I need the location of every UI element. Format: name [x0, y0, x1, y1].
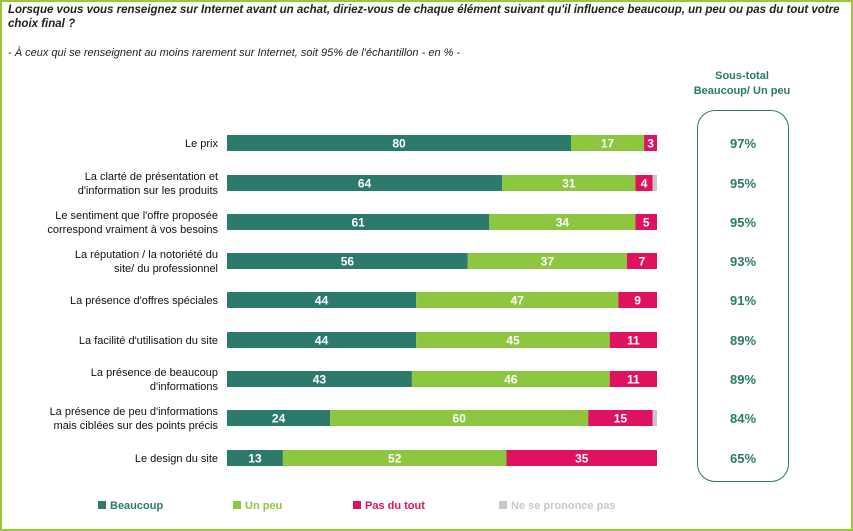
bar-segment-pas-du-tout — [618, 292, 657, 308]
data-label: 52 — [388, 452, 402, 466]
base-note: - À ceux qui se renseignent au moins rar… — [8, 47, 461, 59]
data-label: 5 — [643, 216, 650, 230]
data-label: 61 — [351, 216, 365, 230]
subtotal-box — [697, 110, 789, 482]
subtotal-header-line2: Beaucoup/ Un peu — [693, 85, 791, 97]
bar-segment-beaucoup — [227, 371, 412, 387]
data-label: 44 — [315, 334, 329, 348]
legend-label-un-peu: Un peu — [245, 500, 282, 512]
data-label: 45 — [506, 334, 520, 348]
subtotal-value: 84% — [730, 411, 756, 426]
category-label: La présence de peu d'informations mais ci… — [50, 406, 219, 432]
subtotal-header: Sous-total Beaucoup/ Un peu — [680, 69, 804, 99]
data-label: 24 — [272, 412, 286, 426]
bar-segment-ne-se-prononce-pas — [652, 175, 657, 191]
bar-segment-beaucoup — [227, 292, 417, 308]
data-label: 60 — [453, 412, 467, 426]
category-label: La présence de beaucoup d'informations — [91, 367, 219, 393]
subtotal-header-line1: Sous-total — [715, 70, 769, 82]
subtotal-value: 93% — [730, 254, 756, 269]
bar-segment-pas-du-tout — [609, 371, 657, 387]
data-label: 34 — [556, 216, 570, 230]
bar-segment-beaucoup — [227, 253, 468, 269]
bar-segment-beaucoup — [227, 135, 571, 151]
bar-segment-pas-du-tout — [635, 214, 657, 230]
bar-segment-pas-du-tout — [644, 135, 657, 151]
legend-swatch-beaucoup — [98, 501, 106, 509]
category-label: Le design du site — [135, 453, 218, 465]
data-label: 64 — [358, 177, 372, 191]
category-label: Le prix — [185, 138, 219, 150]
bar-segment-un-peu — [416, 332, 610, 348]
bar-segment-pas-du-tout — [626, 253, 657, 269]
bar-segment-pas-du-tout — [506, 450, 657, 466]
subtotal-value: 97% — [730, 136, 756, 151]
data-label: 4 — [641, 177, 648, 191]
bar-segment-pas-du-tout — [588, 410, 653, 426]
subtotal-value: 91% — [730, 293, 756, 308]
data-label: 7 — [639, 255, 646, 269]
bar-segment-un-peu — [571, 135, 645, 151]
data-label: 35 — [575, 452, 589, 466]
bar-segment-un-peu — [416, 292, 619, 308]
data-label: 3 — [647, 137, 654, 151]
data-label: 11 — [627, 334, 640, 348]
bar-segment-un-peu — [502, 175, 636, 191]
bar-segment-pas-du-tout — [635, 175, 653, 191]
data-label: 11 — [627, 373, 640, 387]
bar-segment-beaucoup — [227, 410, 331, 426]
legend-label-beaucoup: Beaucoup — [110, 500, 163, 512]
bar-segment-un-peu — [282, 450, 507, 466]
subtotal-value: 89% — [730, 333, 756, 348]
data-label: 15 — [614, 412, 628, 426]
legend-swatch-ne-se-prononce-pas — [499, 501, 507, 509]
category-label: La clarté de présentation et d'informatio… — [78, 171, 219, 197]
bar-segment-beaucoup — [227, 214, 490, 230]
category-label: Le sentiment que l'offre proposée corresp… — [47, 210, 218, 236]
legend-swatch-pas-du-tout — [353, 501, 361, 509]
legend-label-pas-du-tout: Pas du tout — [365, 500, 425, 512]
data-label: 47 — [511, 294, 525, 308]
data-label: 37 — [541, 255, 555, 269]
data-label: 43 — [313, 373, 327, 387]
subtotal-value: 95% — [730, 176, 756, 191]
category-label: La présence d'offres spéciales — [70, 295, 219, 307]
data-label: 17 — [601, 137, 615, 151]
bar-segment-pas-du-tout — [609, 332, 657, 348]
data-label: 9 — [634, 294, 641, 308]
data-label: 56 — [341, 255, 355, 269]
bar-segment-un-peu — [467, 253, 627, 269]
legend-label-ne-se-prononce-pas: Ne se prononce pas — [511, 500, 616, 512]
bar-segment-beaucoup — [227, 175, 503, 191]
survey-question: Lorsque vous vous renseignez sur Interne… — [8, 4, 840, 30]
data-label: 80 — [392, 137, 406, 151]
bar-segment-beaucoup — [227, 450, 283, 466]
category-label: La facilité d'utilisation du site — [79, 335, 218, 347]
data-label: 46 — [504, 373, 518, 387]
subtotal-value: 89% — [730, 372, 756, 387]
subtotal-value: 65% — [730, 451, 756, 466]
data-label: 13 — [248, 452, 262, 466]
bar-segment-un-peu — [411, 371, 610, 387]
bar-segment-beaucoup — [227, 332, 417, 348]
bar-segment-ne-se-prononce-pas — [652, 410, 657, 426]
data-label: 44 — [315, 294, 329, 308]
category-label: La réputation / la notoriété du site/ du … — [75, 249, 218, 275]
legend-swatch-un-peu — [233, 501, 241, 509]
subtotal-value: 95% — [730, 215, 756, 230]
bar-segment-un-peu — [489, 214, 636, 230]
bar-segment-un-peu — [330, 410, 589, 426]
data-label: 31 — [562, 177, 576, 191]
